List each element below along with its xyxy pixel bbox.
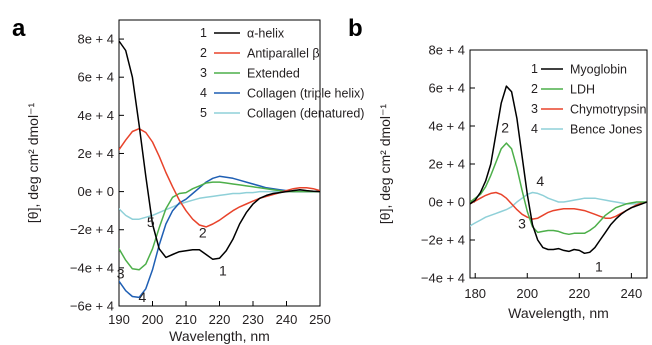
chart-a-legend-label-3: Extended xyxy=(247,67,300,81)
chart-b-y-tick-label: −4e + 4 xyxy=(421,271,465,286)
chart-a-y-tick-label: 6e + 4 xyxy=(77,70,114,85)
chart-a-series-line-1 xyxy=(119,40,320,261)
chart-b-legend-label-2: LDH xyxy=(570,83,595,97)
chart-a-x-axis-title: Wavelength, nm xyxy=(169,328,270,344)
panel-b-label: b xyxy=(348,15,363,42)
chart-b-y-tick-label: 0e + 0 xyxy=(428,195,465,210)
chart-a: 8e + 4 6e + 4 4e + 4 2e + 4 0e + 0 −2e + 4 −4e… xyxy=(25,19,364,344)
chart-a-legend-label-4: Collagen (triple helix) xyxy=(247,87,364,101)
chart-a-x-tick-label: 230 xyxy=(242,312,264,327)
chart-b-legend-number-3: 3 xyxy=(531,102,538,116)
chart-b-y-tick-label: 6e + 4 xyxy=(428,81,465,96)
chart-b-y-tick-label: −2e + 4 xyxy=(421,233,465,248)
chart-b-legend-label-4: Bence Jones xyxy=(570,123,642,137)
chart-b-curves xyxy=(470,85,647,255)
chart-a-legend-number-2: 2 xyxy=(200,46,207,60)
chart-a-legend-label-1: α-helix xyxy=(247,27,285,41)
chart-a-curves xyxy=(119,40,320,299)
chart-a-y-tick-label: 8e + 4 xyxy=(77,32,114,47)
chart-b-legend-number-2: 2 xyxy=(531,82,538,96)
chart-b-curve-annotation-2: 2 xyxy=(501,120,509,136)
chart-b-legend-number-4: 4 xyxy=(531,122,538,136)
chart-a-x-tick-label: 220 xyxy=(209,312,231,327)
chart-a-x-tick-label: 240 xyxy=(276,312,298,327)
chart-a-curve-annotation-3: 3 xyxy=(117,265,125,281)
chart-b-x-tick-label: 180 xyxy=(464,286,486,301)
chart-a-y-tick-label: −2e + 4 xyxy=(70,222,114,237)
chart-a-y-tick-label: 2e + 4 xyxy=(77,146,114,161)
chart-b-x-tick-label: 220 xyxy=(568,286,590,301)
chart-a-legend-label-2: Antiparallel β xyxy=(247,47,320,61)
chart-a-x-tick-label: 250 xyxy=(309,312,331,327)
chart-b-series-line-3 xyxy=(470,191,647,220)
chart-b-y-tick-label: 2e + 4 xyxy=(428,157,465,172)
chart-b-y-tick-label: 8e + 4 xyxy=(428,43,465,58)
chart-a-y-axis-title: [θ], deg cm² dmol⁻¹ xyxy=(25,103,41,224)
chart-a-curve-annotation-2: 2 xyxy=(199,224,207,240)
chart-b-plot-frame xyxy=(469,49,648,279)
chart-b-legend-number-1: 1 xyxy=(531,62,538,76)
chart-a-x-tick-label: 200 xyxy=(142,312,164,327)
chart-a-series-line-4 xyxy=(119,175,320,299)
chart-a-curve-annotation-4: 4 xyxy=(139,289,147,305)
chart-b-series-line-2 xyxy=(470,142,647,236)
chart-b-legend-label-1: Myoglobin xyxy=(570,63,627,77)
chart-b-legend-label-3: Chymotrypsin xyxy=(570,103,646,117)
chart-b-y-tick-label: 4e + 4 xyxy=(428,119,465,134)
chart-b-series-line-4 xyxy=(470,191,647,227)
chart-a-x-tick-label: 190 xyxy=(108,312,130,327)
chart-a-series-line-2 xyxy=(119,127,320,228)
chart-a-curve-annotation-1: 1 xyxy=(219,262,227,278)
chart-b-series-line-1 xyxy=(470,85,647,255)
chart-b-x-axis-title: Wavelength, nm xyxy=(508,305,609,321)
chart-a-legend-label-5: Collagen (denatured) xyxy=(247,107,364,121)
chart-b: 8e + 4 6e + 4 4e + 4 2e + 4 0e + 0 −2e + 4 −4e… xyxy=(377,43,648,321)
chart-b-x-tick-label: 240 xyxy=(621,286,643,301)
chart-a-legend: 1 α-helix 2 Antiparallel β 3 Extended 4 Collage… xyxy=(200,26,364,121)
chart-b-legend: 1 Myoglobin 2 LDH 3 Chymotrypsin 4 Bence Jones xyxy=(531,62,646,137)
chart-b-curve-annotation-1: 1 xyxy=(595,258,603,274)
chart-a-y-tick-label: −6e + 4 xyxy=(70,299,114,314)
chart-b-curve-annotation-3: 3 xyxy=(518,216,526,232)
chart-a-legend-number-5: 5 xyxy=(200,106,207,120)
chart-a-legend-number-1: 1 xyxy=(200,26,207,40)
chart-a-y-tick-label: 0e + 0 xyxy=(77,184,114,199)
chart-a-legend-number-3: 3 xyxy=(200,66,207,80)
chart-a-y-tick-label: 4e + 4 xyxy=(77,108,114,123)
chart-b-curve-annotation-4: 4 xyxy=(536,173,544,189)
chart-a-curve-annotation-5: 5 xyxy=(147,214,155,230)
chart-a-legend-number-4: 4 xyxy=(200,86,207,100)
chart-a-y-tick-label: −4e + 4 xyxy=(70,260,114,275)
chart-b-y-axis-title: [θ], deg cm² dmol⁻¹ xyxy=(377,104,393,225)
panel-a-label: a xyxy=(12,15,26,42)
chart-a-x-tick-label: 210 xyxy=(175,312,197,327)
chart-b-x-tick-label: 200 xyxy=(516,286,538,301)
